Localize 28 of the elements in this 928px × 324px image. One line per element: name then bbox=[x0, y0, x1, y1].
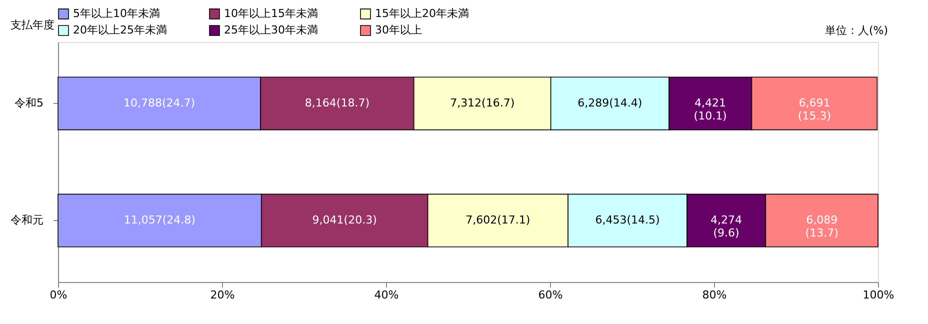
legend-label: 15年以上20年未満 bbox=[375, 6, 469, 20]
data-label: 6,289(14.4) bbox=[578, 96, 642, 110]
x-tick-label: 40% bbox=[374, 288, 399, 302]
data-label: 7,602(17.1) bbox=[466, 214, 530, 227]
y-axis-title: 支払年度 bbox=[10, 18, 54, 32]
data-label: 8,164(18.7) bbox=[304, 96, 370, 110]
data-label: 6,691 (15.3) bbox=[798, 96, 831, 122]
legend-label: 20年以上25年未満 bbox=[73, 24, 167, 36]
data-label: 6,089 (13.7) bbox=[805, 214, 838, 240]
legend-label: 25年以上30年未満 bbox=[224, 24, 318, 36]
x-tick-label: 0% bbox=[50, 288, 68, 302]
data-label: 10,788(24.7) bbox=[123, 96, 196, 110]
data-label: 9,041(20.3) bbox=[312, 214, 377, 227]
y-tick-label: 令和元 bbox=[10, 214, 44, 227]
data-label: 7,312(16.7) bbox=[450, 96, 515, 110]
y-tick-label: 令和5 bbox=[14, 96, 44, 110]
data-label: 11,057(24.8) bbox=[124, 214, 196, 227]
x-tick-label: 100% bbox=[862, 288, 894, 302]
legend-label: 10年以上15年未満 bbox=[224, 6, 318, 20]
data-label: 6,453(14.5) bbox=[595, 214, 660, 227]
x-tick-label: 80% bbox=[702, 288, 727, 302]
x-tick-label: 60% bbox=[538, 288, 563, 302]
text: 単位：人(%) bbox=[824, 24, 888, 37]
legend-label: 30年以上 bbox=[375, 24, 422, 36]
data-label: 4,274 (9.6) bbox=[710, 214, 742, 240]
x-tick-label: 20% bbox=[210, 288, 235, 302]
data-label: 4,421 (10.1) bbox=[694, 96, 727, 122]
legend-label: 5年以上10年未満 bbox=[73, 6, 160, 20]
